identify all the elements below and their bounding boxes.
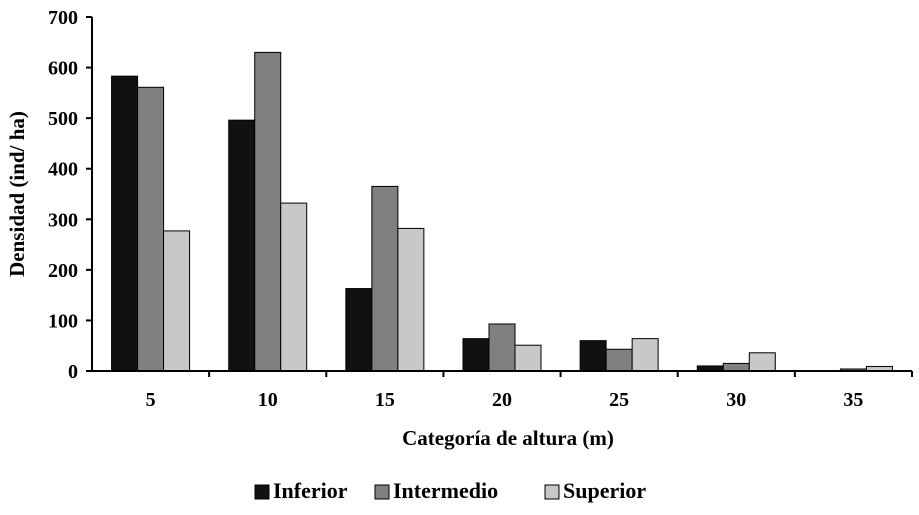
bar-superior-10 [280,202,308,372]
y-tick-label: 300 [48,209,78,231]
bar-inferior-20 [462,338,490,372]
x-axis-title: Categoría de altura (m) [402,426,614,450]
legend-swatch-superior [544,484,560,500]
bar-intermedio-10 [254,51,282,372]
x-tick-label: 25 [609,389,629,411]
legend-swatch-intermedio [374,484,390,500]
y-axis-ticks: 0 100 200 300 400 500 600 700 [48,7,92,383]
legend-label-superior: Superior [563,478,646,503]
bar-inferior-5 [111,75,139,372]
x-tick-label: 15 [375,389,395,411]
bar-intermedio-20 [488,323,516,372]
bar-superior-25 [631,338,659,372]
y-tick-label: 600 [48,58,78,80]
y-tick-label: 500 [48,108,78,130]
bars [111,51,893,372]
y-tick-label: 700 [48,7,78,29]
y-tick-label: 0 [68,361,78,383]
y-tick-label: 400 [48,159,78,181]
legend-label-inferior: Inferior [273,478,348,503]
x-tick-label: 20 [492,389,512,411]
bar-superior-15 [397,227,425,372]
x-tick-label: 30 [726,389,746,411]
y-tick-label: 100 [48,310,78,332]
legend-swatch-inferior [254,484,270,500]
bar-intermedio-25 [605,348,633,372]
x-tick-label: 10 [258,389,278,411]
x-tick-label: 35 [843,389,863,411]
bar-intermedio-15 [371,185,399,372]
bar-superior-20 [514,344,542,372]
x-tick-label: 5 [146,389,156,411]
legend: Inferior Intermedio Superior [254,478,646,503]
bar-inferior-25 [579,340,607,372]
bar-intermedio-5 [137,86,165,372]
y-tick-label: 200 [48,260,78,282]
bar-superior-5 [163,230,191,372]
y-axis-title: Densidad (ind/ ha) [5,111,29,277]
bar-inferior-10 [228,119,256,372]
bar-superior-30 [748,352,776,372]
legend-label-intermedio: Intermedio [393,478,498,503]
bar-intermedio-30 [722,362,750,372]
x-axis-ticks: 5 10 15 20 25 30 35 [146,371,913,411]
bar-inferior-15 [345,288,373,372]
